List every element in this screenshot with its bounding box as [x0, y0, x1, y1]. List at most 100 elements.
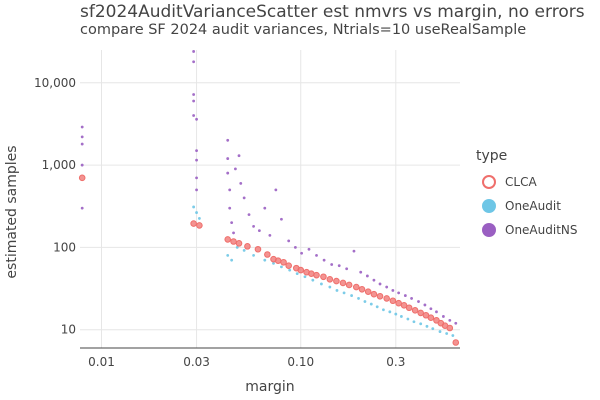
- point-oneaudit: [197, 217, 201, 220]
- point-oneauditns: [226, 171, 230, 175]
- point-oneauditns: [372, 278, 376, 282]
- point-oneaudit: [335, 289, 339, 292]
- x-tick-label: 0.3: [386, 355, 405, 369]
- point-clca: [320, 273, 327, 281]
- point-clca: [405, 304, 413, 312]
- point-oneauditns: [397, 291, 401, 295]
- point-oneauditns: [454, 321, 458, 325]
- point-oneaudit: [226, 253, 230, 257]
- point-clca: [274, 257, 282, 264]
- point-oneaudit: [252, 253, 256, 257]
- point-oneaudit: [438, 330, 442, 333]
- point-oneaudit: [375, 305, 379, 309]
- point-oneauditns: [228, 188, 232, 192]
- legend-label-oneauditns: OneAuditNS: [505, 223, 578, 237]
- point-oneauditns: [232, 231, 235, 235]
- point-oneauditns: [239, 181, 243, 185]
- point-oneaudit: [399, 315, 403, 318]
- point-oneaudit: [235, 246, 239, 249]
- point-oneauditns: [80, 135, 84, 139]
- legend-item-oneauditns[interactable]: OneAuditNS: [476, 218, 594, 242]
- point-oneauditns: [230, 221, 234, 225]
- point-oneauditns: [192, 50, 196, 53]
- point-clca: [224, 236, 232, 243]
- point-oneauditns: [247, 213, 251, 217]
- y-tick-label: 10,000: [34, 76, 76, 90]
- point-oneaudit: [242, 248, 246, 252]
- point-clca: [230, 238, 237, 245]
- point-oneauditns: [337, 264, 341, 268]
- point-oneaudit: [320, 282, 323, 286]
- point-clca: [285, 262, 292, 269]
- point-oneauditns: [226, 157, 230, 160]
- point-oneaudit: [425, 324, 429, 328]
- point-oneauditns: [226, 138, 230, 142]
- point-oneauditns: [429, 307, 433, 311]
- point-oneauditns: [257, 229, 261, 233]
- point-oneauditns: [410, 297, 413, 300]
- point-oneauditns: [195, 188, 198, 192]
- point-clca: [313, 271, 320, 279]
- point-oneauditns: [192, 93, 196, 96]
- point-oneauditns: [391, 289, 395, 292]
- x-axis-label: margin: [245, 379, 294, 395]
- point-clca: [244, 243, 251, 250]
- point-oneauditns: [423, 303, 427, 307]
- point-clca: [389, 297, 397, 305]
- point-oneaudit: [382, 308, 385, 312]
- legend-item-oneaudit[interactable]: OneAudit: [476, 194, 594, 218]
- point-oneauditns: [80, 163, 84, 167]
- point-oneaudit: [445, 332, 449, 335]
- point-oneaudit: [195, 211, 198, 214]
- point-oneaudit: [388, 310, 392, 314]
- point-clca: [345, 281, 353, 289]
- point-oneauditns: [307, 247, 311, 251]
- point-oneauditns: [385, 285, 389, 289]
- legend-item-clca[interactable]: CLCA: [476, 170, 594, 194]
- point-oneauditns: [80, 206, 84, 210]
- point-oneauditns: [195, 176, 198, 180]
- point-oneauditns: [365, 274, 369, 278]
- point-oneauditns: [228, 206, 232, 210]
- point-clca: [395, 299, 402, 307]
- point-oneaudit: [288, 268, 292, 272]
- point-clca: [297, 266, 305, 274]
- point-oneauditns: [322, 258, 326, 262]
- point-oneaudit: [451, 334, 455, 337]
- point-oneaudit: [295, 272, 299, 276]
- point-oneaudit: [263, 258, 267, 262]
- point-oneauditns: [234, 167, 237, 171]
- point-oneauditns: [293, 246, 297, 249]
- point-clca: [400, 302, 408, 309]
- y-tick-label: 100: [53, 240, 76, 254]
- point-clca: [446, 324, 454, 332]
- point-oneauditns: [280, 217, 283, 221]
- point-oneauditns: [195, 149, 198, 152]
- point-oneaudit: [419, 322, 423, 326]
- point-oneauditns: [378, 282, 382, 286]
- point-clca: [411, 307, 419, 314]
- point-oneauditns: [192, 60, 196, 64]
- point-oneaudit: [394, 312, 398, 316]
- point-clca: [78, 174, 86, 182]
- point-oneaudit: [311, 278, 315, 282]
- point-oneauditns: [274, 188, 278, 192]
- point-oneaudit: [350, 294, 353, 297]
- point-oneaudit: [192, 205, 196, 209]
- x-tick-label: 0.03: [183, 355, 210, 369]
- point-clca: [452, 339, 460, 346]
- point-clca: [376, 292, 384, 300]
- point-oneauditns: [80, 142, 84, 146]
- point-oneauditns: [252, 224, 256, 228]
- point-clca: [254, 245, 262, 253]
- chart-title: sf2024AuditVarianceScatter est nmvrs vs …: [80, 2, 585, 22]
- data-points: [78, 50, 460, 346]
- point-oneauditns: [435, 310, 438, 314]
- legend-title: type: [476, 148, 508, 164]
- point-oneauditns: [417, 300, 420, 303]
- point-clca: [383, 295, 390, 302]
- point-oneaudit: [412, 320, 416, 324]
- grid-lines: [80, 50, 460, 348]
- point-oneauditns: [263, 206, 267, 210]
